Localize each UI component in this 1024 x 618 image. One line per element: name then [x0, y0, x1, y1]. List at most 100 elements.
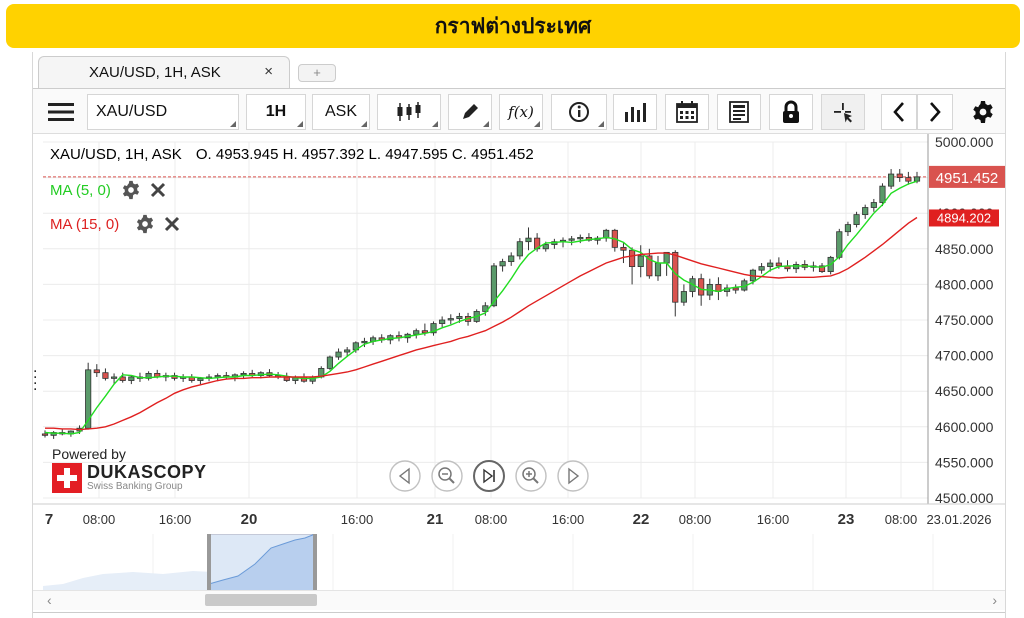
candle-body	[490, 265, 498, 307]
candle-body	[102, 372, 109, 379]
brand-tagline: Swiss Banking Group	[87, 481, 183, 492]
candle-body	[905, 177, 912, 182]
candle-body	[430, 323, 437, 334]
info-button[interactable]	[551, 94, 607, 130]
indicator-ma5-close-icon[interactable]	[149, 181, 167, 199]
candle	[335, 348, 342, 360]
y-tick-label: 4550.000	[935, 454, 994, 470]
pan-right-button[interactable]	[557, 460, 589, 492]
candle-body	[93, 369, 100, 374]
triangle-right-icon	[568, 467, 580, 485]
scroll-left-arrow-icon[interactable]: ‹	[47, 592, 52, 608]
chart-toolbar: XAU/USD 1H ASK f(x)	[33, 88, 1005, 134]
brand-name: DUKASCOPY	[87, 462, 207, 482]
navigator-right-handle	[313, 534, 317, 590]
chevron-right-icon	[930, 102, 941, 122]
bar-chart-icon	[625, 103, 646, 122]
candle	[793, 261, 800, 274]
candle	[102, 368, 109, 381]
candle	[447, 314, 454, 325]
candle-type-button[interactable]	[377, 94, 441, 130]
scroll-left-button[interactable]	[881, 94, 917, 130]
crosshair-icon	[834, 103, 852, 123]
candle-body	[197, 377, 204, 381]
candle	[344, 347, 351, 358]
price-chart[interactable]: 5000.0004950.0004900.0004850.0004800.000…	[33, 134, 1005, 534]
navigator-history-area	[43, 571, 213, 590]
bottom-divider	[33, 612, 1005, 613]
navigator-panel[interactable]	[33, 534, 1005, 590]
zoom-in-button[interactable]	[515, 460, 547, 492]
y-tick-label: 5000.000	[935, 134, 994, 150]
candle	[525, 227, 532, 251]
candle-body	[110, 376, 118, 379]
y-tick-label: 4650.000	[935, 383, 994, 399]
chart-header-title: XAU/USD, 1H, ASK	[50, 146, 182, 163]
indicator-ma15-close-icon[interactable]	[163, 215, 181, 233]
fx-icon: f(x)	[508, 103, 534, 121]
period-value: 1H	[265, 103, 287, 120]
candle	[413, 328, 420, 339]
candle	[818, 263, 826, 274]
tab-close-icon[interactable]: ×	[264, 63, 273, 80]
candle-body	[767, 262, 774, 267]
candle	[758, 263, 765, 274]
volume-button[interactable]	[613, 94, 657, 130]
settings-button[interactable]	[963, 94, 1003, 130]
candle	[896, 169, 903, 182]
zoom-out-button[interactable]	[431, 460, 463, 492]
pan-left-button[interactable]	[389, 460, 421, 492]
instrument-select[interactable]: XAU/USD	[87, 94, 239, 130]
indicator-ma15-settings-icon[interactable]	[135, 214, 155, 234]
tab-chart[interactable]: XAU/USD, 1H, ASK ×	[38, 56, 290, 88]
scroll-right-arrow-icon[interactable]: ›	[992, 592, 997, 608]
candle-body	[654, 262, 662, 277]
candle-body	[214, 375, 221, 378]
candle	[128, 375, 135, 385]
x-tick-label: 16:00	[552, 512, 585, 527]
indicator-ma5-settings-icon[interactable]	[121, 180, 141, 200]
triangle-left-icon	[398, 467, 410, 485]
calendar-button[interactable]	[665, 94, 709, 130]
candle-body	[603, 229, 610, 239]
candle	[93, 364, 100, 377]
candle-body	[775, 262, 782, 267]
draw-tool-button[interactable]	[448, 94, 492, 130]
candle-body	[41, 433, 49, 436]
indicator-ma15-label: MA (15, 0)	[50, 215, 120, 233]
navigator-window-line	[208, 534, 316, 585]
crosshair-button[interactable]	[821, 94, 865, 130]
candle	[879, 183, 886, 207]
instrument-value: XAU/USD	[96, 103, 168, 120]
y-tick-label: 4600.000	[935, 419, 994, 435]
horizontal-scrollbar[interactable]: ‹ ›	[33, 590, 1005, 610]
add-tab-button[interactable]: +	[298, 64, 336, 82]
y-tick-label: 4750.000	[935, 312, 994, 328]
y-tick-label: 4500.000	[935, 490, 994, 506]
period-select[interactable]: 1H	[246, 94, 306, 130]
x-tick-label: 21	[427, 511, 444, 528]
candle-body	[793, 264, 800, 270]
x-tick-label: 08:00	[885, 512, 918, 527]
scroll-right-button[interactable]	[917, 94, 953, 130]
x-tick-label: 23	[838, 511, 855, 528]
candle	[499, 258, 506, 272]
page-banner: กราฟต่างประเทศ	[6, 4, 1020, 48]
calendar-icon	[676, 101, 698, 123]
candle-body	[862, 207, 869, 216]
x-tick-label: 16:00	[159, 512, 192, 527]
scrollbar-thumb[interactable]	[205, 594, 317, 606]
indicator-ma5: MA (5, 0)	[50, 180, 167, 200]
candle	[637, 245, 644, 278]
zoom-in-button-circle	[515, 460, 547, 492]
menu-icon[interactable]	[37, 94, 85, 130]
indicators-button[interactable]: f(x)	[499, 94, 543, 130]
report-button[interactable]	[717, 94, 761, 130]
document-icon	[729, 101, 749, 123]
reset-view-button[interactable]	[473, 460, 505, 492]
candle	[672, 250, 679, 317]
side-select[interactable]: ASK	[312, 94, 370, 130]
x-tick-label: 22	[633, 511, 650, 528]
panel-resize-handle[interactable]: ....	[33, 359, 38, 394]
lock-button[interactable]	[769, 94, 813, 130]
